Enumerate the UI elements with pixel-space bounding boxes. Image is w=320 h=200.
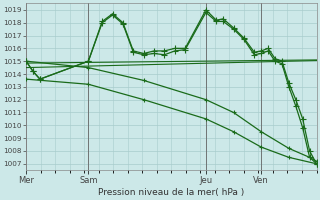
- X-axis label: Pression niveau de la mer( hPa ): Pression niveau de la mer( hPa ): [98, 188, 244, 197]
